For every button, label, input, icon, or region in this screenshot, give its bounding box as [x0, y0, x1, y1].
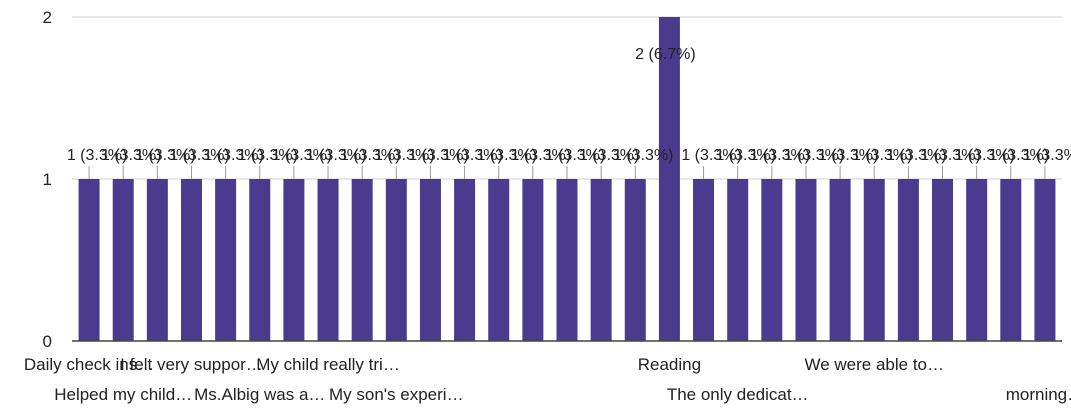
- bar: [522, 179, 544, 341]
- data-label: 1 (3.3%): [203, 147, 263, 164]
- data-label: 1 (3.3%): [545, 147, 605, 164]
- y-axis-ticks: 0 1 2: [43, 8, 52, 351]
- data-label: 1 (3.3%): [920, 147, 980, 164]
- x-tick-label: morning…: [1006, 385, 1071, 404]
- data-label: 1 (3.3%): [306, 147, 366, 164]
- bar: [932, 179, 954, 341]
- bar: [658, 17, 680, 341]
- data-label: 1 (3.3%): [135, 147, 195, 164]
- data-label: 1 (3.3%): [715, 147, 775, 164]
- bar: [727, 179, 749, 341]
- data-label: 1 (3.3%): [101, 147, 161, 164]
- data-label: 1 (3.3%): [613, 147, 673, 164]
- bar: [454, 179, 476, 341]
- bar: [317, 179, 339, 341]
- x-tick-label: My child really tri…: [256, 355, 400, 374]
- x-tick-label: Daily check ins…: [24, 355, 154, 374]
- data-label: 1 (3.3%): [852, 147, 912, 164]
- data-labels: 1 (3.3%)1 (3.3%)1 (3.3%)1 (3.3%)1 (3.3%)…: [67, 46, 1071, 164]
- bar: [78, 179, 100, 341]
- x-tick-label: Helped my child…: [54, 385, 192, 404]
- bar: [795, 179, 817, 341]
- bar: [180, 179, 202, 341]
- data-label: 1 (3.3%): [340, 147, 400, 164]
- y-tick-label: 2: [43, 8, 52, 27]
- bar: [249, 179, 271, 341]
- bar: [624, 179, 646, 341]
- bars: [78, 17, 1056, 341]
- data-label: 1 (3.3%): [1023, 147, 1071, 164]
- bar: [897, 179, 919, 341]
- x-tick-label: We were able to…: [804, 355, 944, 374]
- x-tick-label: Ms.Albig was a…: [194, 385, 325, 404]
- bar: [556, 179, 578, 341]
- x-tick-label: I felt very suppor…: [120, 355, 263, 374]
- data-label: 1 (3.3%): [238, 147, 298, 164]
- data-label: 1 (3.3%): [511, 147, 571, 164]
- data-label: 1 (3.3%): [169, 147, 229, 164]
- data-label: 1 (3.3%): [579, 147, 639, 164]
- bar: [1000, 179, 1022, 341]
- data-label: 1 (3.3%): [954, 147, 1014, 164]
- label-leaders: [88, 166, 1046, 179]
- x-axis-tick-labels: Daily check ins… Helped my child… I felt v…: [24, 355, 1071, 404]
- data-label: 1 (3.3%): [408, 147, 468, 164]
- data-label: 1 (3.3%): [784, 147, 844, 164]
- data-label: 1 (3.3%): [476, 147, 536, 164]
- x-tick-label: My son's experi…: [329, 385, 464, 404]
- bar: [112, 179, 134, 341]
- bar: [863, 179, 885, 341]
- data-label: 1 (3.3%): [818, 147, 878, 164]
- bar: [966, 179, 988, 341]
- bar: [693, 179, 715, 341]
- bar: [419, 179, 441, 341]
- bar: [385, 179, 407, 341]
- x-tick-label: The only dedicat…: [667, 385, 809, 404]
- bar: [351, 179, 373, 341]
- data-label: 1 (3.3%): [374, 147, 434, 164]
- data-label: 1 (3.3%): [989, 147, 1049, 164]
- data-label: 1 (3.3%): [442, 147, 502, 164]
- bar: [146, 179, 168, 341]
- data-label: 1 (3.3%): [886, 147, 946, 164]
- y-tick-label: 1: [43, 170, 52, 189]
- data-label: 1 (3.3%): [681, 147, 741, 164]
- data-label: 1 (3.3%): [272, 147, 332, 164]
- bar: [590, 179, 612, 341]
- data-label: 1 (3.3%): [750, 147, 810, 164]
- data-label: 1 (3.3%): [67, 147, 127, 164]
- y-tick-label: 0: [43, 332, 52, 351]
- bar: [829, 179, 851, 341]
- x-tick-label: Reading: [638, 355, 701, 374]
- bar: [1034, 179, 1056, 341]
- bar: [761, 179, 783, 341]
- bar: [215, 179, 237, 341]
- bar: [488, 179, 510, 341]
- data-label: 2 (6.7%): [635, 46, 695, 63]
- bar: [283, 179, 305, 341]
